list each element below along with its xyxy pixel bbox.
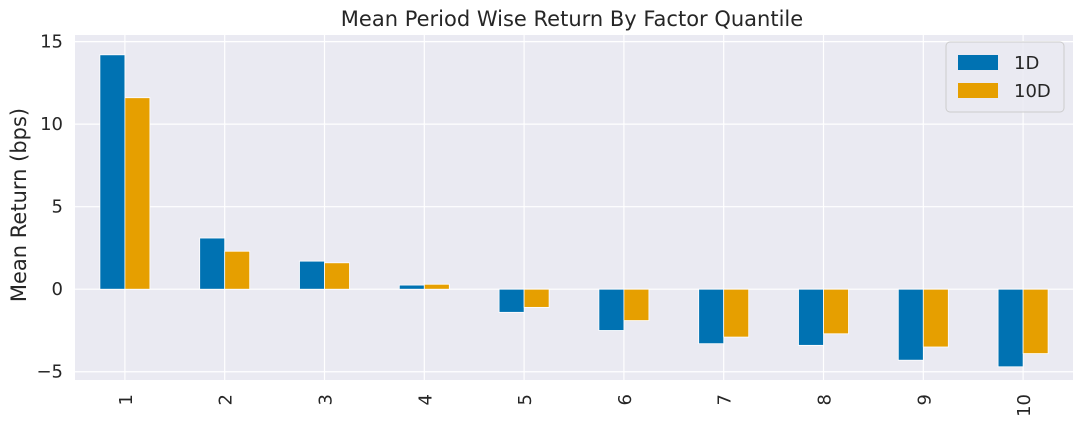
bar-1D-1 [99,54,126,290]
bar-1D-2 [199,237,226,290]
bar-10D-7 [723,288,750,338]
y-tick-label: 15 [40,32,63,53]
bar-10D-1 [124,97,151,290]
legend-label-10D: 10D [1014,81,1051,102]
bar-10D-5 [523,288,550,308]
bar-10D-4 [423,283,450,290]
bar-10D-6 [623,288,650,321]
x-tick-label: 5 [515,394,536,405]
bar-10D-8 [823,288,849,335]
x-tick-label: 2 [216,394,237,405]
legend-swatch-10D [958,83,998,98]
x-tick-label: 6 [615,394,636,405]
x-tick-label: 8 [815,394,836,405]
y-tick-label: 5 [52,197,63,218]
y-tick-label: 0 [52,279,63,300]
x-tick-label: 4 [415,394,436,405]
x-tick-label: 1 [116,394,137,405]
bar-1D-7 [698,288,725,345]
y-tick-label: 10 [40,114,63,135]
bar-1D-4 [398,284,425,290]
legend-label-1D: 1D [1014,53,1039,74]
bar-10D-3 [324,262,350,290]
bar-1D-5 [498,288,525,313]
y-axis-label: Mean Return (bps) [7,108,31,302]
bar-10D-10 [1022,288,1049,354]
x-tick-label: 10 [1014,394,1035,417]
bar-10D-2 [224,250,251,290]
bars [99,54,1049,368]
bar-1D-3 [299,260,325,290]
x-tick-label: 9 [914,394,935,405]
x-tick-label: 7 [715,394,736,405]
bar-1D-10 [997,288,1024,368]
y-tick-label: −5 [36,362,63,383]
y-axis-ticks: −5 0 5 10 15 [36,32,63,383]
bar-1D-6 [598,288,625,331]
x-tick-label: 3 [316,394,337,405]
bar-1D-9 [897,288,924,361]
bar-10D-9 [922,288,949,348]
chart-title: Mean Period Wise Return By Factor Quanti… [341,7,803,31]
legend-swatch-1D [958,55,998,70]
x-axis-ticks: 1 2 3 4 5 6 7 8 9 10 [116,394,1035,417]
bar-1D-8 [798,288,824,346]
